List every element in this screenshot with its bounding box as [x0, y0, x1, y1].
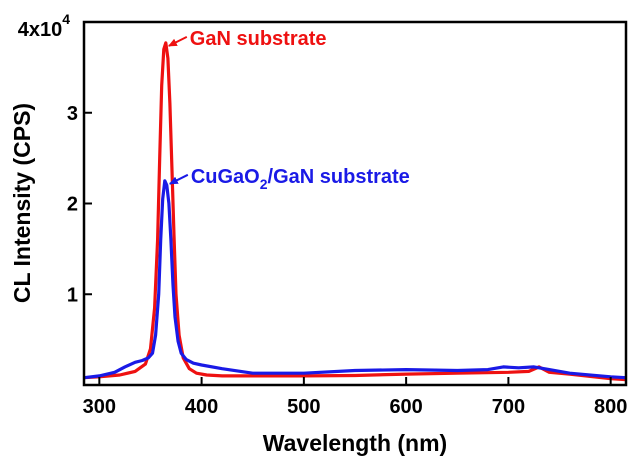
annotation-arrow [167, 35, 188, 47]
x-tick-label: 500 [287, 396, 320, 418]
series-line-1 [84, 179, 626, 380]
x-tick-label: 600 [389, 396, 422, 418]
y-axis-title: CL Intensity (CPS) [9, 103, 35, 303]
y-tick-label: 2 [67, 194, 78, 216]
series-line-0 [84, 41, 626, 382]
x-tick-label: 300 [83, 396, 116, 418]
x-axis-title: Wavelength (nm) [263, 430, 447, 456]
y-tick-label: 3 [67, 103, 78, 125]
y-exponent: 4 [62, 11, 70, 27]
x-tick-label: 400 [185, 396, 218, 418]
x-tick-label: 700 [492, 396, 525, 418]
annotation-label: GaN substrate [190, 28, 327, 50]
annotation-label: CuGaO2/GaN substrate [191, 166, 410, 192]
y-tick-label: 4x104 [18, 11, 71, 41]
y-tick-label: 1 [67, 284, 78, 306]
plot-frame [82, 20, 628, 387]
annotation-arrow [168, 173, 189, 185]
x-tick-label: 800 [594, 396, 627, 418]
